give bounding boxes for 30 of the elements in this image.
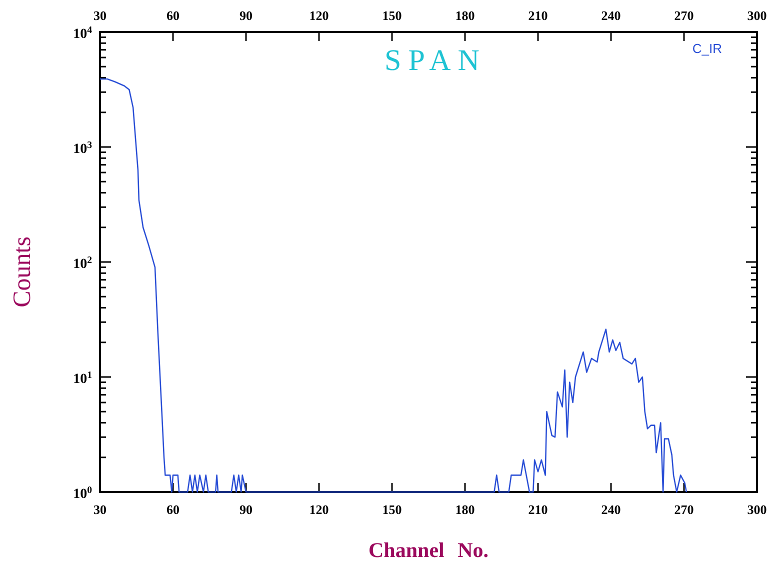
x2-tick-label: 270 <box>674 502 694 517</box>
y-tick-label: 10$^{1}$ <box>73 370 92 387</box>
y-tick-label: 10$^{4}$ <box>73 24 92 42</box>
x-axis-title: Channel No. <box>368 538 489 562</box>
x-tick-label: 90 <box>240 8 252 23</box>
y-tick-label: 10$^{3}$ <box>73 140 92 157</box>
x2-tick-label: 180 <box>455 502 475 517</box>
x2-tick-label: 240 <box>601 502 621 517</box>
x2-tick-label: 120 <box>309 502 329 517</box>
y-axis-title: Counts <box>9 236 36 308</box>
x2-tick-label: 300 <box>747 502 767 517</box>
line-series <box>99 78 688 493</box>
x2-tick-label: 210 <box>528 502 548 517</box>
x-tick-label: 150 <box>382 8 402 23</box>
x2-tick-label: 60 <box>166 502 180 517</box>
x-tick-label: 300 <box>747 8 767 23</box>
y-tick-label: 10$^{0}$ <box>73 484 92 502</box>
x-tick-label: 270 <box>674 8 694 23</box>
x2-tick-label: 30 <box>94 502 106 517</box>
text: C_IR <box>692 41 722 56</box>
x-tick-label: 240 <box>601 8 621 23</box>
x2-tick-label: 150 <box>382 502 402 517</box>
x-tick-label: 120 <box>309 8 329 23</box>
chart-title: SPAN <box>384 44 486 77</box>
x-tick-label: 210 <box>528 8 548 23</box>
y-tick-label: 10$^{2}$ <box>73 254 92 272</box>
x-tick-label: 180 <box>455 8 475 23</box>
x-tick-label: 60 <box>166 8 180 23</box>
x2-tick-label: 90 <box>240 502 252 517</box>
x-tick-label: 30 <box>94 8 106 23</box>
